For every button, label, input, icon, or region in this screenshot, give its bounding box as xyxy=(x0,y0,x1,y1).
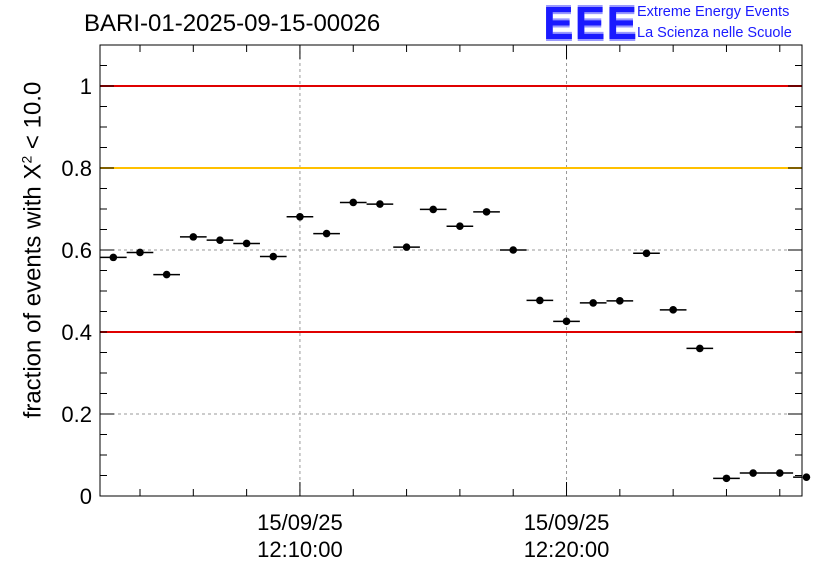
data-marker xyxy=(456,222,464,231)
data-marker xyxy=(349,198,358,207)
data-marker xyxy=(269,252,278,261)
data-point xyxy=(366,200,394,208)
data-point xyxy=(233,239,260,248)
data-point xyxy=(606,297,634,305)
data-point xyxy=(553,317,580,326)
data-marker xyxy=(109,253,118,262)
data-marker xyxy=(696,344,704,353)
data-marker xyxy=(775,469,784,477)
data-point xyxy=(126,248,154,257)
x-tick-label-date: 15/09/25 xyxy=(257,510,343,535)
eee-logo: EEE xyxy=(543,0,639,49)
data-marker xyxy=(749,469,757,477)
data-point xyxy=(393,243,420,251)
data-point xyxy=(419,205,447,214)
data-marker xyxy=(189,233,198,241)
data-marker xyxy=(402,243,411,251)
data-point xyxy=(793,473,811,481)
data-point xyxy=(739,469,767,477)
data-point xyxy=(579,299,607,307)
data-point xyxy=(633,249,660,258)
y-tick-label: 0.6 xyxy=(61,238,92,263)
plot-frame xyxy=(99,44,803,497)
y-tick-label: 1 xyxy=(80,74,92,99)
data-marker xyxy=(669,306,677,314)
logo-text-line2: La Scienza nelle Scuole xyxy=(637,25,792,41)
data-marker xyxy=(216,236,224,244)
data-point xyxy=(286,212,314,221)
data-point xyxy=(499,246,527,254)
data-marker xyxy=(242,239,251,248)
data-marker xyxy=(322,229,331,238)
data-marker xyxy=(162,270,171,279)
data-marker xyxy=(802,473,811,481)
data-point xyxy=(313,229,340,238)
x-tick-label-time: 12:20:00 xyxy=(524,537,610,562)
data-marker xyxy=(536,296,544,305)
x-tick-label-time: 12:10:00 xyxy=(257,537,343,562)
data-point xyxy=(446,222,474,231)
data-marker xyxy=(509,246,518,254)
data-point xyxy=(686,344,714,353)
data-marker xyxy=(482,208,491,216)
chart-title: BARI-01-2025-09-15-00026 xyxy=(84,10,381,37)
data-marker xyxy=(136,248,144,257)
logo-text-line1: Extreme Energy Events xyxy=(637,4,790,20)
grid-layer xyxy=(100,45,802,496)
data-point xyxy=(206,236,234,244)
data-point xyxy=(259,252,287,261)
data-marker xyxy=(376,200,384,208)
data-point xyxy=(713,474,740,483)
plot-border xyxy=(99,44,803,497)
data-marker xyxy=(589,299,597,307)
data-marker xyxy=(562,317,571,326)
data-marker xyxy=(722,474,731,483)
data-point xyxy=(766,469,794,477)
data-points xyxy=(100,198,811,483)
data-marker xyxy=(429,205,438,214)
data-point xyxy=(526,296,554,305)
y-ticks: 0 0.2 0.4 0.6 0.8 1 xyxy=(61,44,802,509)
data-point xyxy=(179,233,207,241)
data-marker xyxy=(642,249,651,258)
data-point xyxy=(473,208,500,216)
y-tick-label: 0.4 xyxy=(61,320,92,345)
y-tick-label: 0 xyxy=(80,484,92,509)
data-marker xyxy=(616,297,624,305)
data-marker xyxy=(296,212,304,221)
data-point xyxy=(153,270,180,279)
data-point xyxy=(659,306,687,314)
data-point xyxy=(100,253,127,262)
y-tick-label: 0.2 xyxy=(61,402,92,427)
x-tick-label-date: 15/09/25 xyxy=(524,510,610,535)
data-point xyxy=(339,198,367,207)
y-tick-label: 0.8 xyxy=(61,156,92,181)
reference-lines xyxy=(100,85,802,333)
